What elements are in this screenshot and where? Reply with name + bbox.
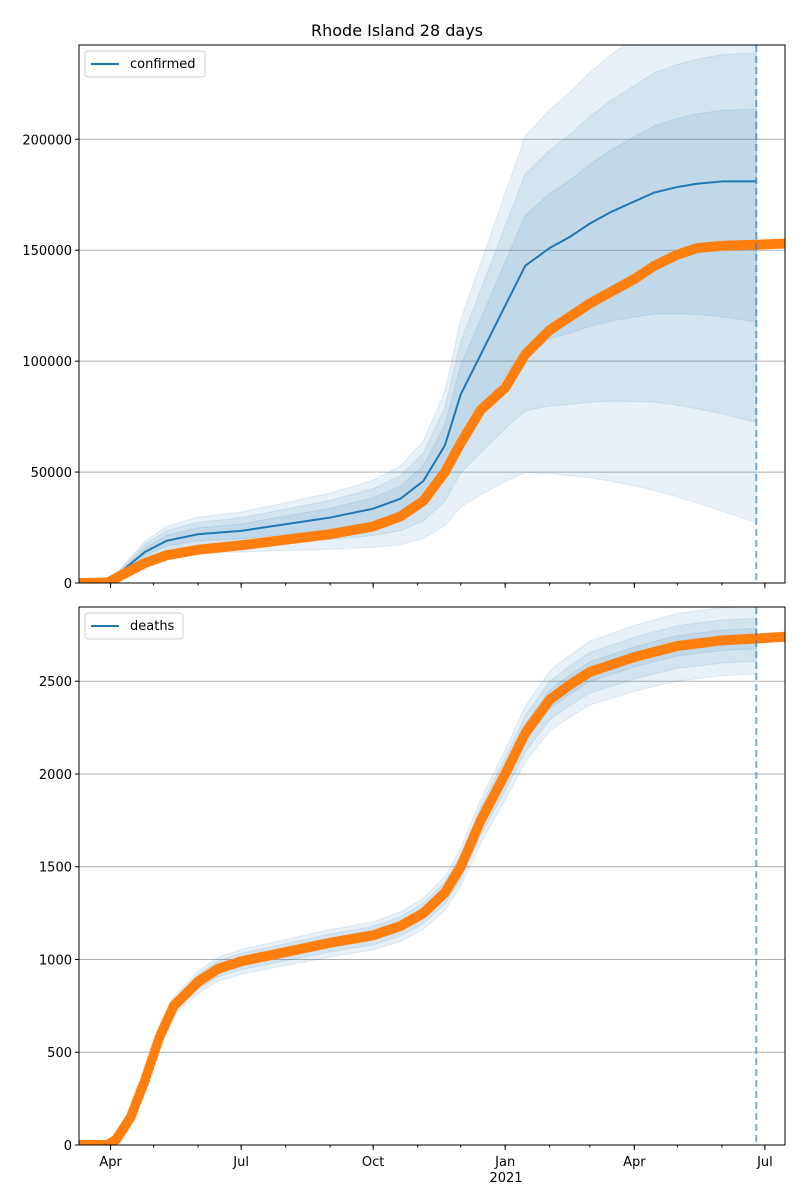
deaths-axes: 0 500 1000 1500 2000 2500 [39,606,786,1154]
chart-title: Rhode Island 28 days [311,21,483,40]
deaths-model-line [79,637,757,1145]
deaths-legend-label: deaths [130,619,175,634]
deaths-legend: deaths [84,612,184,640]
deaths-band [79,607,757,1145]
deaths-model-line [79,637,757,1145]
deaths-y-tick-label: 0 [64,1139,72,1154]
confirmed-axes: 0 50000 100000 150000 200000 [22,44,786,592]
x-tick-label: Jan [494,1155,515,1170]
x-tick-label: Jul [756,1155,773,1170]
confirmed-observed-points [79,238,785,583]
deaths-band [79,627,757,1145]
deaths-uncertainty-bands [79,607,757,1145]
deaths-frame [78,606,786,1146]
confirmed-model-line [79,180,757,583]
deaths-observed-points [79,631,785,1145]
confirmed-band [79,45,757,583]
deaths-y-tick-label: 1500 [39,861,72,876]
confirmed-legend: confirmed [84,50,206,78]
confirmed-y-tick-label: 50000 [31,466,72,481]
confirmed-panel: 0 50000 100000 150000 200000 confirmed [22,44,786,592]
confirmed-observed-point [780,238,785,249]
confirmed-uncertainty-bands [79,45,757,583]
x-tick-label: Jul [232,1155,249,1170]
confirmed-y-tick-label: 100000 [22,355,72,370]
deaths-band [79,617,757,1145]
x-tick-label: Apr [99,1155,122,1170]
confirmed-y-tick-label: 150000 [22,244,72,259]
confirmed-legend-label: confirmed [130,57,196,72]
x-axis-ticks: Apr Jul Oct Jan Apr Jul [99,1155,772,1170]
confirmed-y-tick-label: 200000 [22,133,72,148]
deaths-y-tick-label: 1000 [39,953,72,968]
x-axis-year-label: 2021 [489,1171,522,1186]
confirmed-model-line [79,180,757,583]
deaths-observed-point [780,631,785,642]
confirmed-y-tick-label: 0 [64,577,72,592]
deaths-y-tick-label: 500 [47,1046,72,1061]
deaths-panel: 0 500 1000 1500 2000 2500 deaths [39,606,786,1154]
x-tick-label: Apr [623,1155,646,1170]
deaths-y-tick-label: 2500 [39,675,72,690]
confirmed-frame [78,44,786,584]
deaths-y-tick-label: 2000 [39,768,72,783]
x-tick-label: Oct [362,1155,384,1170]
